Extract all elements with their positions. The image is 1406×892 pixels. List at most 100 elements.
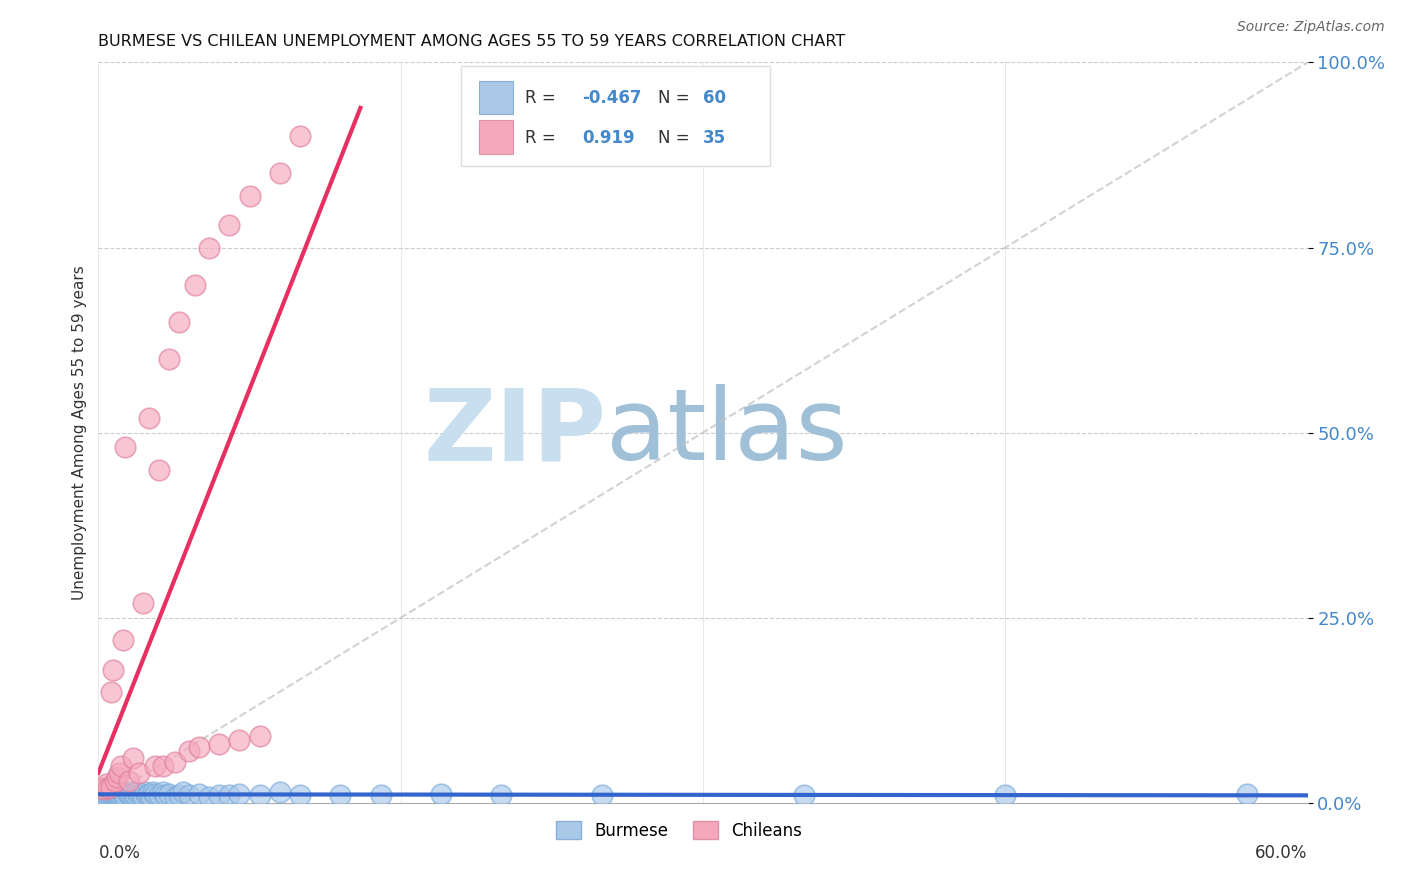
Point <box>157 351 180 366</box>
Point <box>1236 787 1258 801</box>
Point <box>157 787 180 801</box>
Point <box>132 789 155 804</box>
Text: atlas: atlas <box>606 384 848 481</box>
Text: N =: N = <box>658 129 695 147</box>
Point <box>100 685 122 699</box>
Bar <box>479 120 513 153</box>
Point <box>107 766 129 780</box>
Point <box>208 789 231 803</box>
Point <box>100 780 122 794</box>
Point <box>118 787 141 801</box>
Point <box>172 785 194 799</box>
Point <box>107 789 129 804</box>
Point <box>103 773 125 788</box>
Point <box>125 785 148 799</box>
Point <box>100 789 122 804</box>
Point <box>370 789 392 803</box>
Point <box>269 785 291 799</box>
Point <box>110 789 132 803</box>
Text: 35: 35 <box>703 129 725 147</box>
Point <box>152 758 174 772</box>
Point <box>93 785 115 799</box>
Point <box>430 787 453 801</box>
Point <box>228 787 250 801</box>
Text: 60: 60 <box>703 89 725 107</box>
Point <box>101 789 124 803</box>
Point <box>97 780 120 795</box>
Point <box>218 219 240 233</box>
Point <box>111 632 134 647</box>
Point <box>491 789 513 803</box>
Point <box>138 787 160 801</box>
Point <box>103 787 125 801</box>
Point <box>121 787 143 801</box>
Point <box>110 758 132 772</box>
Point <box>105 785 128 799</box>
FancyBboxPatch shape <box>461 66 769 166</box>
Point <box>148 789 170 803</box>
Point <box>163 789 186 804</box>
Text: -0.467: -0.467 <box>582 89 641 107</box>
Point <box>128 766 150 780</box>
Point <box>148 462 170 476</box>
Point <box>132 596 155 610</box>
Point <box>120 789 142 803</box>
Point <box>152 785 174 799</box>
Point <box>153 789 176 803</box>
Point <box>121 751 143 765</box>
Point <box>128 789 150 803</box>
Point <box>103 789 125 803</box>
Point <box>91 780 114 795</box>
Point <box>288 789 311 803</box>
Point <box>142 785 165 799</box>
Point <box>107 787 129 801</box>
Point <box>111 785 134 799</box>
Point <box>96 789 118 803</box>
Point <box>329 789 352 803</box>
Point <box>105 789 128 803</box>
Point <box>184 277 207 292</box>
Point <box>114 789 136 803</box>
Text: 0.0%: 0.0% <box>98 844 141 862</box>
Point <box>249 789 271 803</box>
Point <box>107 782 129 797</box>
Point <box>138 410 160 425</box>
Point <box>269 166 291 180</box>
Point <box>129 787 152 801</box>
Point <box>114 789 136 804</box>
Point <box>101 785 124 799</box>
Point <box>124 789 146 803</box>
Point <box>135 789 157 803</box>
Point <box>118 789 141 803</box>
Text: R =: R = <box>526 89 561 107</box>
Point <box>793 789 815 803</box>
Point <box>96 777 118 791</box>
Point <box>143 758 166 772</box>
Text: ZIP: ZIP <box>423 384 606 481</box>
Point <box>198 240 221 255</box>
Point <box>218 789 240 803</box>
Point <box>188 787 211 801</box>
Text: 0.919: 0.919 <box>582 129 634 147</box>
Point <box>591 789 613 803</box>
Point <box>134 785 156 799</box>
Point <box>101 663 124 677</box>
Point <box>179 789 201 803</box>
Point <box>994 789 1017 803</box>
Point <box>143 787 166 801</box>
Point <box>139 789 162 804</box>
Text: Source: ZipAtlas.com: Source: ZipAtlas.com <box>1237 20 1385 34</box>
Text: BURMESE VS CHILEAN UNEMPLOYMENT AMONG AGES 55 TO 59 YEARS CORRELATION CHART: BURMESE VS CHILEAN UNEMPLOYMENT AMONG AG… <box>98 34 845 49</box>
Point <box>239 188 262 202</box>
Point <box>208 737 231 751</box>
Text: 60.0%: 60.0% <box>1256 844 1308 862</box>
Point <box>105 770 128 784</box>
Point <box>179 744 201 758</box>
Point <box>100 787 122 801</box>
Legend: Burmese, Chileans: Burmese, Chileans <box>548 814 808 847</box>
Point <box>228 732 250 747</box>
Point <box>198 789 221 804</box>
Point <box>167 789 190 803</box>
Point <box>114 441 136 455</box>
Point <box>163 755 186 769</box>
